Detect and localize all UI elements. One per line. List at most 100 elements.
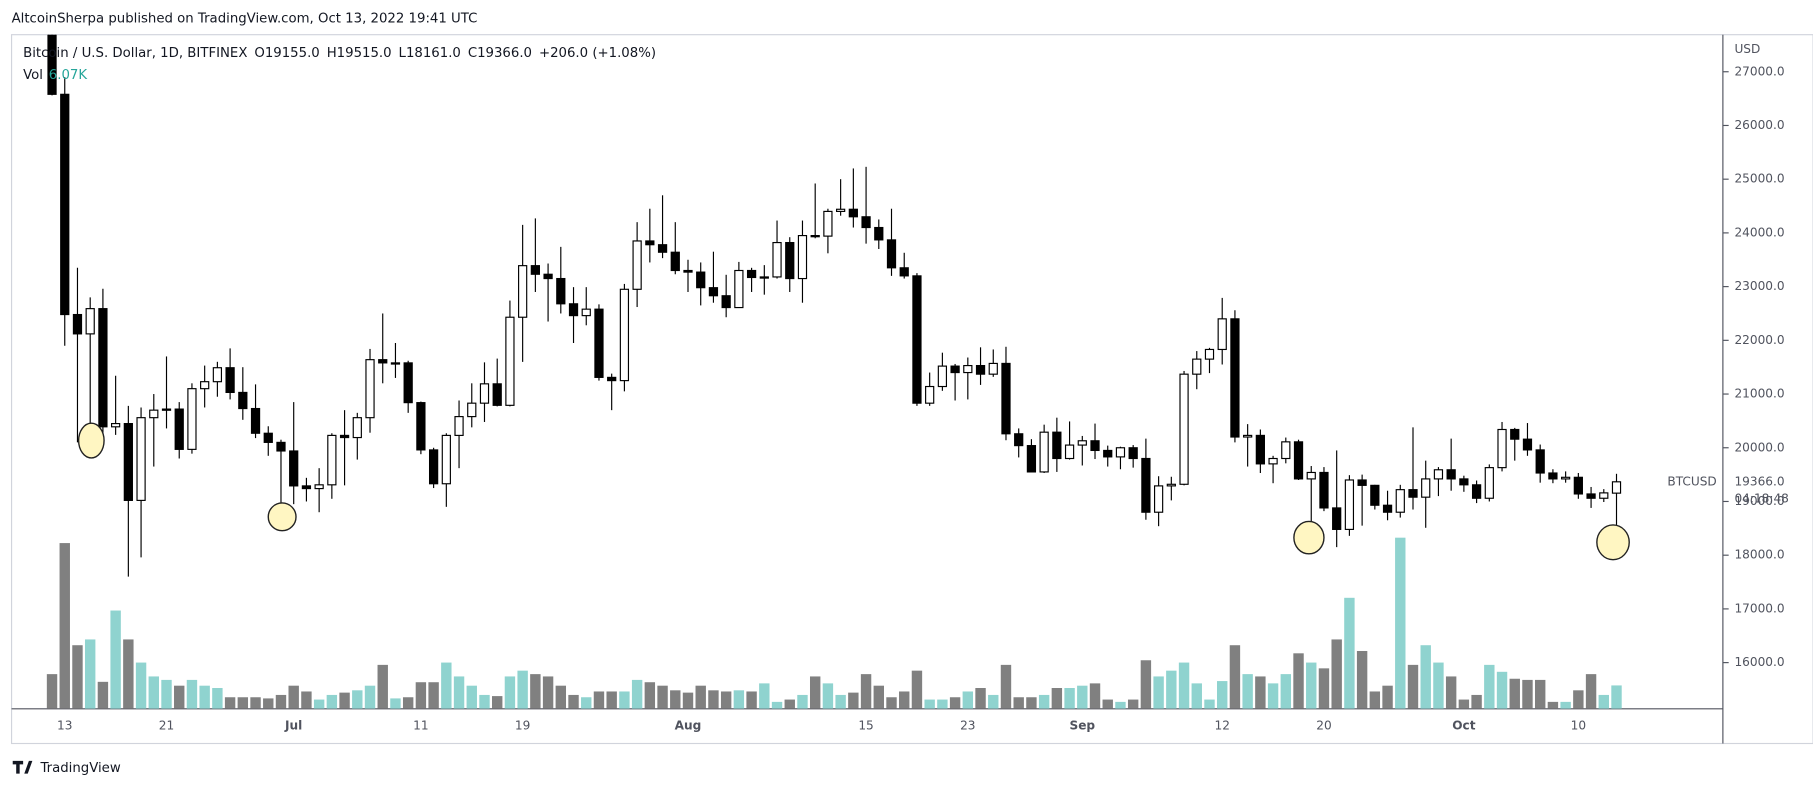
x-tick-label: 21 — [159, 719, 174, 733]
volume-bar — [1458, 699, 1470, 709]
candle-body — [1573, 476, 1583, 495]
candle-body — [238, 391, 248, 410]
candle-body — [1319, 471, 1329, 509]
candle-body — [123, 423, 133, 501]
legend-close: C19366.0 — [468, 46, 532, 61]
volume-bar — [924, 699, 935, 709]
volume-bar — [1547, 701, 1559, 709]
volume-bar — [97, 681, 109, 709]
volume-bar — [568, 694, 579, 709]
circle-marker — [77, 422, 105, 459]
volume-bar — [174, 685, 185, 709]
volume-bar — [1064, 687, 1075, 709]
x-tick-label: 12 — [1214, 719, 1229, 733]
candle-body — [899, 267, 909, 277]
candle-body — [149, 409, 159, 419]
candle-body — [1471, 484, 1482, 499]
candle-body — [428, 449, 439, 485]
candle-body — [212, 367, 223, 383]
chart-root: AltcoinSherpa published on TradingView.c… — [10, 12, 1813, 776]
candle-body — [339, 434, 350, 439]
candle-body — [530, 265, 540, 275]
ticker: BTCUSD — [1667, 474, 1716, 488]
volume-bar — [1013, 697, 1024, 709]
candle-body — [225, 367, 235, 394]
publish-info: AltcoinSherpa published on TradingView.c… — [12, 12, 478, 27]
volume-bar — [771, 701, 783, 709]
currency: USD — [1734, 42, 1760, 56]
volume-bar — [1267, 683, 1279, 709]
x-tick-label: 20 — [1316, 719, 1331, 733]
volume-bar — [1395, 537, 1406, 709]
candle-body — [1548, 472, 1558, 480]
volume-bar — [886, 697, 897, 709]
volume-bar — [1140, 660, 1152, 709]
plot — [46, 34, 1622, 709]
x-tick-label: 11 — [413, 719, 428, 733]
candle-body — [1001, 362, 1011, 435]
volume-bar — [479, 694, 490, 709]
volume-bar — [1229, 645, 1241, 709]
volume-bar — [1102, 699, 1113, 709]
candle-body — [925, 385, 935, 404]
candle-body — [416, 402, 426, 451]
candle-body — [619, 288, 630, 382]
candle-body — [47, 34, 57, 95]
candle-body — [823, 210, 833, 237]
candle-body — [98, 308, 108, 428]
x-tick-label: Aug — [675, 719, 702, 733]
candle-body — [467, 402, 477, 418]
candle-body — [1332, 507, 1342, 530]
candle-body — [1281, 441, 1291, 460]
volume-bar — [657, 685, 668, 709]
candle-body — [378, 359, 388, 364]
circle-marker — [1596, 524, 1630, 561]
candle-body — [301, 485, 312, 490]
volume-bar — [352, 690, 363, 709]
candle-body — [187, 388, 197, 450]
legend: Bitcoin / U.S. Dollar, 1D, BITFINEX O1915… — [23, 46, 656, 61]
y-tick-label: 19000.0 — [1734, 494, 1784, 508]
volume-bar — [1356, 650, 1368, 709]
candle-body — [963, 364, 973, 374]
y-tick-label: 22000.0 — [1734, 333, 1784, 347]
volume-bar — [759, 683, 770, 709]
candle-body — [670, 251, 680, 272]
volume-bar — [911, 670, 923, 709]
legend-low: L18161.0 — [399, 46, 461, 61]
volume-bar — [1293, 653, 1304, 709]
volume-bar — [199, 685, 210, 709]
volume-bar — [555, 685, 567, 709]
candle-body — [390, 362, 401, 365]
volume-bar — [581, 697, 592, 709]
x-tick-label: 19 — [515, 719, 530, 733]
candle-body — [912, 275, 922, 404]
candle-body — [810, 235, 820, 238]
candle-body — [454, 416, 464, 436]
candle-body — [161, 408, 172, 411]
y-tick-label: 27000.0 — [1734, 64, 1784, 78]
candle-body — [441, 434, 451, 485]
x-tick-label: 15 — [858, 719, 873, 733]
volume-bar — [1496, 671, 1508, 709]
candle-body — [594, 308, 604, 378]
volume-bar — [466, 685, 477, 709]
volume-bar — [364, 685, 376, 709]
volume-bar — [695, 685, 706, 709]
volume-label: Vol — [23, 68, 43, 83]
volume-bar — [873, 685, 884, 709]
candle-body — [1293, 441, 1304, 480]
candle-body — [1611, 481, 1622, 494]
volume-bar — [1204, 699, 1215, 709]
candle-body — [1141, 457, 1151, 513]
y-tick-label: 18000.0 — [1734, 548, 1784, 562]
volume-bar — [733, 690, 745, 709]
volume-bar — [1280, 674, 1292, 709]
candle-body — [1103, 449, 1113, 458]
volume-bar — [275, 694, 287, 709]
candle-body — [861, 216, 871, 229]
volume-bar — [415, 682, 427, 709]
volume-bar — [1255, 676, 1266, 709]
volume-bar — [377, 664, 388, 709]
candle-body — [1179, 373, 1189, 485]
